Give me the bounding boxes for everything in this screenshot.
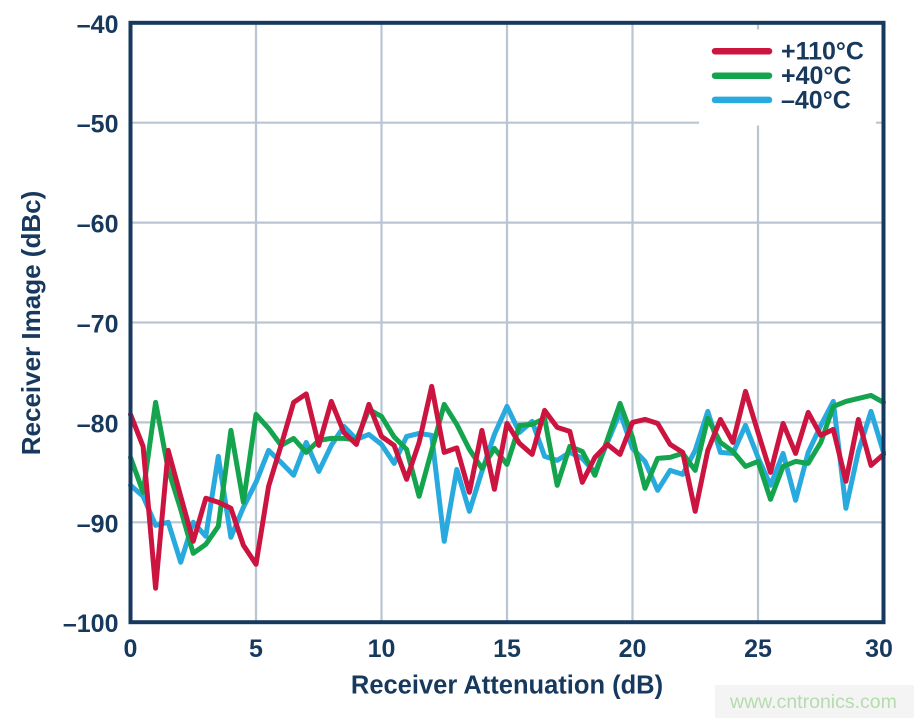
svg-text:–70: –70 xyxy=(77,311,119,339)
svg-text:10: 10 xyxy=(368,635,396,663)
svg-text:www.cntronics.com: www.cntronics.com xyxy=(729,691,897,713)
svg-text:–100: –100 xyxy=(63,610,119,638)
svg-text:Receiver Image (dBc): Receiver Image (dBc) xyxy=(16,191,46,455)
svg-text:25: 25 xyxy=(744,635,772,663)
svg-text:5: 5 xyxy=(249,635,263,663)
svg-text:30: 30 xyxy=(865,635,893,663)
svg-text:+40°C: +40°C xyxy=(781,62,851,90)
svg-text:–90: –90 xyxy=(77,510,119,538)
svg-text:–50: –50 xyxy=(77,111,119,139)
svg-text:–80: –80 xyxy=(77,410,119,438)
svg-text:15: 15 xyxy=(493,635,521,663)
svg-text:–40: –40 xyxy=(77,11,119,39)
svg-text:–40°C: –40°C xyxy=(781,86,851,114)
svg-text:0: 0 xyxy=(124,635,138,663)
svg-text:Receiver Attenuation (dB): Receiver Attenuation (dB) xyxy=(351,672,663,700)
svg-text:+110°C: +110°C xyxy=(781,38,864,66)
svg-text:20: 20 xyxy=(619,635,647,663)
svg-text:–60: –60 xyxy=(77,211,119,239)
